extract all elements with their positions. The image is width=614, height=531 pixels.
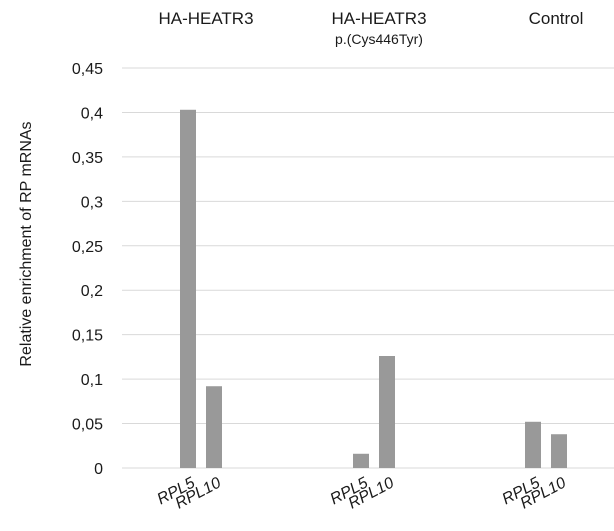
group-subtitle: p.(Cys446Tyr)	[335, 31, 423, 47]
group-titles: HA-HEATR3 HA-HEATR3 p.(Cys446Tyr) Control	[158, 9, 583, 47]
bar-rpl5	[180, 109, 196, 469]
y-tick-label: 0,25	[72, 239, 103, 256]
bar-rpl10	[379, 356, 395, 468]
y-tick-label: 0,35	[72, 150, 103, 167]
y-tick-labels: 0 0,05 0,1 0,15 0,2 0,25 0,3 0,35 0,4 0,45	[72, 61, 103, 478]
bar-rpl10	[206, 386, 222, 468]
y-tick-label: 0,1	[81, 372, 103, 389]
y-tick-label: 0	[94, 461, 103, 478]
gridlines	[122, 67, 614, 469]
y-tick-label: 0,45	[72, 61, 103, 78]
y-axis-label: Relative enrichment of RP mRNAs	[18, 121, 35, 366]
group-title: HA-HEATR3	[331, 9, 426, 28]
y-tick-label: 0,4	[81, 105, 103, 122]
y-tick-label: 0,3	[81, 194, 103, 211]
group-title: Control	[529, 9, 584, 28]
bar-rpl5	[525, 421, 541, 468]
y-tick-label: 0,05	[72, 417, 103, 434]
bars	[180, 109, 567, 469]
bar-rpl5	[353, 453, 369, 468]
group-title: HA-HEATR3	[158, 9, 253, 28]
bar-rpl10	[551, 434, 567, 468]
y-tick-label: 0,15	[72, 328, 103, 345]
y-tick-label: 0,2	[81, 283, 103, 300]
